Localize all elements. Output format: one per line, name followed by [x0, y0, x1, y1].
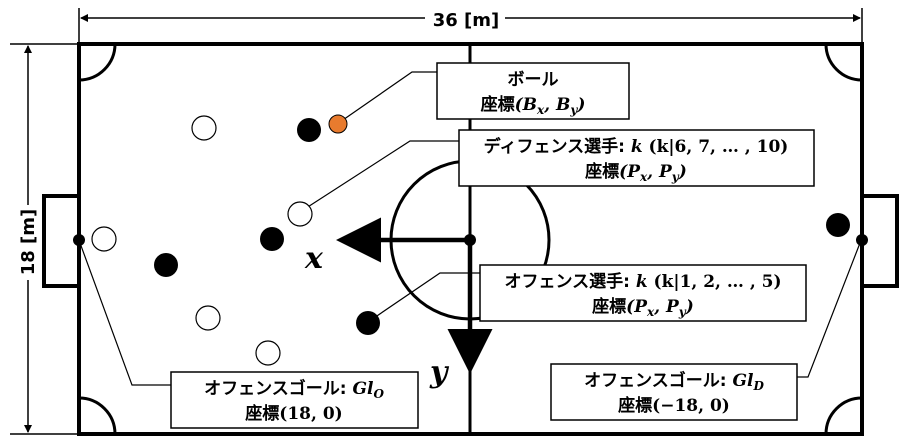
width-label: 36 [m] — [433, 10, 500, 31]
offense-players — [154, 118, 850, 335]
corner-arc-tl — [78, 43, 117, 82]
defense-goal-point — [856, 234, 868, 246]
height-label: 18 [m] — [18, 209, 39, 276]
offense-player — [356, 311, 380, 335]
defense-player — [191, 115, 217, 141]
svg-text:ディフェンス選手: k (k|6, 7, … , 10): ディフェンス選手: k (k|6, 7, … , 10) — [484, 136, 789, 157]
svg-text:オフェンスゴール: GlO: オフェンスゴール: GlO — [204, 378, 384, 401]
offense-goal-label: オフェンスゴール: GlO 座標(18, 0) — [170, 371, 419, 429]
offense-label: オフェンス選手: k (k|1, 2, … , 5) 座標(Px, Py) — [479, 264, 807, 322]
ball — [328, 114, 348, 134]
height-dimension: 18 [m] — [10, 43, 79, 435]
svg-text:ボール: ボール — [508, 70, 559, 90]
offense-player — [260, 227, 284, 251]
defense-player — [91, 226, 117, 252]
y-axis-label: y — [429, 355, 450, 390]
defense-goal-label: オフェンスゴール: GlD 座標(−18, 0) — [550, 363, 798, 421]
offense-player — [826, 213, 850, 237]
width-dimension: 36 [m] — [78, 8, 863, 42]
corner-arc-bl — [78, 396, 117, 435]
defense-player — [255, 340, 281, 366]
svg-text:座標(Px, Py): 座標(Px, Py) — [592, 296, 694, 319]
defense-label: ディフェンス選手: k (k|6, 7, … , 10) 座標(Px, Py) — [458, 129, 815, 187]
svg-text:座標(Bx, By): 座標(Bx, By) — [481, 94, 586, 117]
svg-text:オフェンスゴール: GlD: オフェンスゴール: GlD — [584, 370, 764, 393]
x-axis-label: x — [304, 241, 324, 276]
svg-text:座標(−18, 0): 座標(−18, 0) — [618, 395, 730, 416]
corner-arc-tr — [824, 43, 863, 82]
defense-player — [195, 305, 221, 331]
offense-player — [154, 253, 178, 277]
svg-text:座標(Px, Py): 座標(Px, Py) — [585, 161, 687, 184]
corner-arc-br — [824, 396, 863, 435]
ball-label: ボール 座標(Bx, By) — [436, 62, 630, 120]
offense-goal-point — [73, 234, 85, 246]
defense-players — [91, 115, 313, 366]
svg-text:オフェンス選手: k (k|1, 2, … , 5): オフェンス選手: k (k|1, 2, … , 5) — [504, 271, 781, 292]
defense-player — [287, 201, 313, 227]
svg-text:座標(18, 0): 座標(18, 0) — [245, 403, 342, 424]
offense-player — [297, 118, 321, 142]
